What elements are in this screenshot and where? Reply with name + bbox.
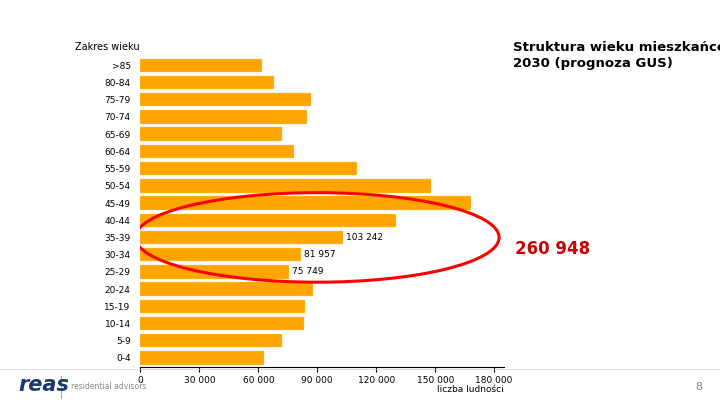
Bar <box>140 248 302 261</box>
Text: 8: 8 <box>695 382 702 392</box>
Bar <box>140 300 305 313</box>
Bar <box>140 110 307 124</box>
Text: 81 957: 81 957 <box>305 250 336 259</box>
Bar <box>140 76 274 89</box>
Bar <box>140 196 471 210</box>
Text: 103 242: 103 242 <box>346 233 383 242</box>
Bar <box>140 334 282 347</box>
Bar <box>140 317 304 330</box>
Text: Zakres wieku: Zakres wieku <box>76 42 140 52</box>
Bar <box>140 265 289 279</box>
Bar <box>140 213 396 227</box>
Bar <box>140 59 262 72</box>
Text: residential advisors: residential advisors <box>71 382 146 391</box>
Bar <box>140 351 264 364</box>
Bar <box>140 128 282 141</box>
Bar <box>140 179 431 192</box>
Bar <box>140 231 343 244</box>
Bar <box>140 282 313 296</box>
Text: reas: reas <box>18 375 69 395</box>
Bar <box>140 93 311 107</box>
Text: 75 749: 75 749 <box>292 267 324 276</box>
Bar <box>140 162 356 175</box>
Text: liczba ludności: liczba ludności <box>437 385 504 394</box>
Text: Demografia, demografia, demografia.: Demografia, demografia, demografia. <box>11 19 323 34</box>
Bar <box>140 145 294 158</box>
Text: 260 948: 260 948 <box>515 240 590 258</box>
Text: Struktura wieku mieszkańców Warszawy
2030 (prognoza GUS): Struktura wieku mieszkańców Warszawy 203… <box>513 40 720 70</box>
